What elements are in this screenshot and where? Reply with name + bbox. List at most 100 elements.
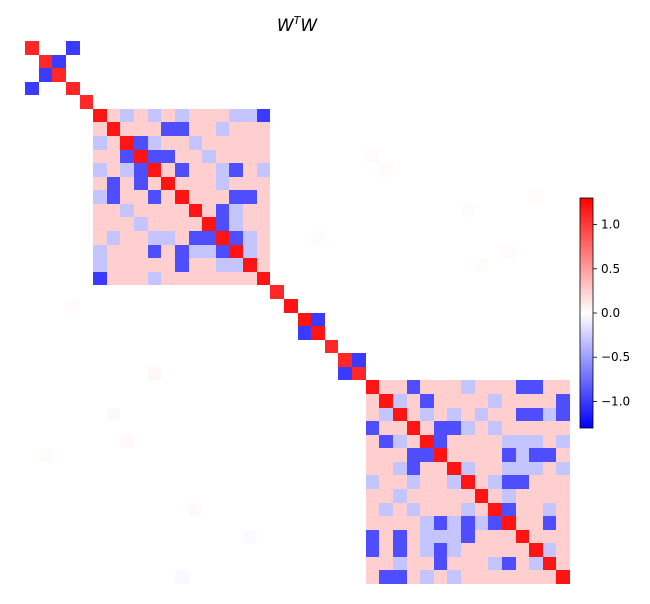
heatmap-cell [529, 543, 543, 557]
heatmap-cell [393, 503, 407, 516]
heatmap-cell [475, 557, 488, 570]
heatmap-cell [488, 570, 502, 584]
heatmap-cell [229, 190, 243, 204]
heatmap-cell [502, 380, 516, 394]
heatmap-cell [461, 204, 475, 217]
heatmap-cell [529, 190, 543, 204]
heatmap-cell [175, 190, 189, 204]
heatmap-cell [420, 435, 434, 448]
heatmap-cell [516, 503, 529, 516]
heatmap-cell [434, 557, 447, 570]
heatmap-cell [461, 475, 475, 489]
heatmap-cell [107, 150, 120, 163]
heatmap-cell [543, 408, 556, 421]
heatmap-cell [366, 570, 379, 584]
heatmap-cell [543, 462, 556, 475]
heatmap-cell [216, 231, 229, 245]
heatmap-cell [107, 258, 120, 272]
heatmap-cell [366, 421, 379, 435]
heatmap-cell [311, 313, 325, 326]
colorbar: 1.0 0.5 0.0 −0.5 −1.0 [579, 197, 630, 429]
heatmap-cell [120, 177, 134, 190]
heatmap-cell [148, 136, 161, 150]
heatmap-cell [379, 448, 393, 462]
heatmap-cell [516, 543, 529, 557]
heatmap-cell [134, 109, 148, 122]
heatmap-cell [243, 217, 257, 231]
heatmap-cell [216, 190, 229, 204]
heatmap-cell [420, 380, 434, 394]
heatmap-cell [379, 421, 393, 435]
heatmap-cell [447, 448, 461, 462]
heatmap-cell [161, 231, 175, 245]
heatmap-cell [243, 163, 257, 177]
heatmap-cell [284, 299, 298, 313]
heatmap-cell [366, 380, 379, 394]
heatmap-cell [420, 516, 434, 530]
heatmap-cell [556, 557, 570, 570]
heatmap-cell [229, 272, 243, 285]
heatmap-cell [516, 448, 529, 462]
heatmap-cell [189, 109, 202, 122]
heatmap-cell [93, 163, 107, 177]
heatmap-cell [148, 109, 161, 122]
heatmap-cell [393, 435, 407, 448]
heatmap-cell [134, 204, 148, 217]
heatmap-cell [543, 394, 556, 408]
heatmap-cell [243, 272, 257, 285]
heatmap-cell [352, 367, 366, 380]
heatmap-cell [488, 435, 502, 448]
heatmap-cell [407, 543, 420, 557]
heatmap-cell [393, 557, 407, 570]
heatmap-cell [488, 462, 502, 475]
heatmap-cell [175, 245, 189, 258]
heatmap-cell [461, 516, 475, 530]
heatmap-cell [134, 231, 148, 245]
heatmap-cell [502, 394, 516, 408]
heatmap-cell [257, 109, 270, 122]
heatmap-cell [161, 272, 175, 285]
heatmap-cell [556, 475, 570, 489]
heatmap-cell [407, 570, 420, 584]
heatmap-cell [216, 217, 229, 231]
heatmap-cell [229, 231, 243, 245]
heatmap-cell [107, 109, 120, 122]
heatmap-cell [107, 190, 120, 204]
heatmap-cell [189, 163, 202, 177]
heatmap-cell [229, 109, 243, 122]
heatmap-cell [325, 340, 338, 353]
heatmap-cell [502, 516, 516, 530]
heatmap-cell [148, 367, 161, 380]
heatmap-cell [529, 516, 543, 530]
heatmap-cell [488, 380, 502, 394]
heatmap-cell [243, 231, 257, 245]
heatmap-cell [556, 543, 570, 557]
heatmap-cell [502, 475, 516, 489]
heatmap-cell [543, 448, 556, 462]
heatmap-cell [543, 516, 556, 530]
heatmap-cell [543, 489, 556, 503]
heatmap-cell [134, 272, 148, 285]
heatmap-cell [189, 245, 202, 258]
heatmap-cell [529, 503, 543, 516]
heatmap-cell [529, 421, 543, 435]
heatmap-cell [243, 258, 257, 272]
heatmap-cell [556, 570, 570, 584]
colorbar-gradient [579, 197, 594, 429]
heatmap-cell [134, 136, 148, 150]
heatmap-cell [516, 421, 529, 435]
heatmap-cell [447, 503, 461, 516]
heatmap-cell [420, 530, 434, 543]
heatmap-cell [352, 353, 366, 367]
heatmap-cell [175, 177, 189, 190]
heatmap-cell [161, 190, 175, 204]
heatmap-cell [120, 204, 134, 217]
heatmap-cell [39, 68, 52, 82]
heatmap-cell [257, 258, 270, 272]
heatmap-cell [475, 516, 488, 530]
heatmap-cell [175, 122, 189, 136]
heatmap-cell [447, 530, 461, 543]
heatmap-cell [202, 245, 216, 258]
heatmap-cell [93, 272, 107, 285]
heatmap-cell [407, 421, 420, 435]
